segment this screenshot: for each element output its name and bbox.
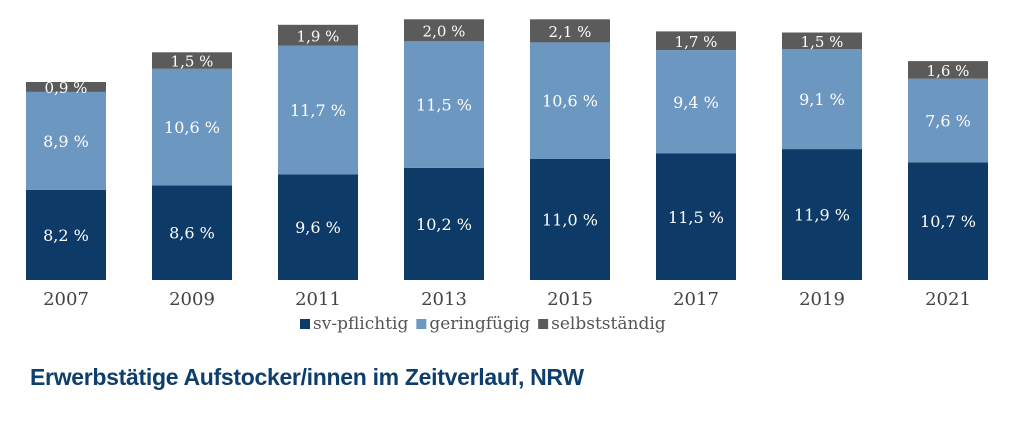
data-label: 1,6 %: [927, 62, 970, 80]
data-label: 2,0 %: [423, 22, 466, 40]
data-label: 8,6 %: [169, 224, 215, 243]
data-label: 7,6 %: [925, 112, 971, 131]
bar-sv-pflichtig-2013: [404, 167, 484, 280]
bar-selbstständig-2019: [782, 32, 862, 49]
data-label: 10,7 %: [920, 212, 976, 231]
bar-selbstständig-2009: [152, 52, 232, 69]
legend-label: geringfügig: [429, 314, 530, 334]
data-label: 1,5 %: [801, 33, 844, 51]
data-label: 8,9 %: [43, 132, 89, 151]
bar-sv-pflichtig-2019: [782, 149, 862, 280]
bar-selbstständig-2017: [656, 31, 736, 51]
bar-sv-pflichtig-2021: [908, 162, 988, 280]
bar-sv-pflichtig-2017: [656, 153, 736, 280]
x-tick-label: 2009: [169, 289, 215, 310]
x-tick-label: 2015: [547, 289, 593, 310]
bar-geringfügig-2011: [278, 45, 358, 175]
bar-selbstständig-2007: [26, 82, 106, 92]
legend-swatch: [300, 319, 310, 329]
bar-geringfügig-2021: [908, 78, 988, 163]
legend-swatch: [538, 319, 549, 329]
legend-label: selbstständig: [551, 314, 666, 334]
chart-caption: Erwerbstätige Aufstocker/innen im Zeitve…: [30, 364, 584, 390]
bar-geringfügig-2013: [404, 41, 484, 168]
data-label: 1,9 %: [297, 27, 340, 45]
data-label: 9,1 %: [799, 90, 845, 109]
data-label: 11,0 %: [542, 211, 598, 230]
data-label: 10,2 %: [416, 215, 472, 234]
bar-selbstständig-2015: [530, 19, 610, 43]
bar-geringfügig-2015: [530, 42, 610, 159]
x-tick-label: 2007: [43, 289, 89, 310]
data-label: 9,4 %: [673, 93, 719, 112]
data-label: 11,5 %: [416, 96, 472, 115]
data-label: 10,6 %: [164, 118, 220, 137]
data-label: 9,6 %: [295, 218, 341, 237]
data-label: 11,5 %: [668, 208, 724, 227]
data-label: 0,9 %: [45, 79, 88, 97]
stacked-bar-chart: 8,2 % 8,9 % 0,9 % 2007 8,6 % 10,6 % 1,5 % 2009 9…: [26, 19, 988, 334]
data-label: 1,7 %: [675, 33, 718, 51]
legend-label: sv-pflichtig: [313, 314, 408, 334]
bar-selbstständig-2021: [908, 61, 988, 79]
bar-sv-pflichtig-2011: [278, 174, 358, 280]
data-label: 2,1 %: [549, 23, 592, 41]
bar-sv-pflichtig-2009: [152, 185, 232, 280]
x-tick-label: 2017: [673, 289, 719, 310]
x-tick-label: 2021: [925, 289, 971, 310]
bar-sv-pflichtig-2015: [530, 159, 610, 280]
legend-swatch: [416, 319, 427, 329]
data-label: 11,9 %: [794, 206, 850, 225]
bar-sv-pflichtig-2007: [26, 189, 106, 280]
data-label: 8,2 %: [43, 226, 89, 245]
bar-selbstständig-2011: [278, 24, 358, 46]
bar-geringfügig-2007: [26, 91, 106, 190]
x-tick-label: 2011: [295, 289, 341, 310]
bar-geringfügig-2009: [152, 68, 232, 186]
bar-selbstständig-2013: [404, 19, 484, 42]
x-tick-label: 2013: [421, 289, 467, 310]
data-label: 11,7 %: [290, 101, 346, 120]
bar-geringfügig-2017: [656, 50, 736, 154]
data-label: 10,6 %: [542, 92, 598, 111]
x-tick-label: 2019: [799, 289, 845, 310]
bar-geringfügig-2019: [782, 49, 862, 150]
data-label: 1,5 %: [171, 53, 214, 71]
